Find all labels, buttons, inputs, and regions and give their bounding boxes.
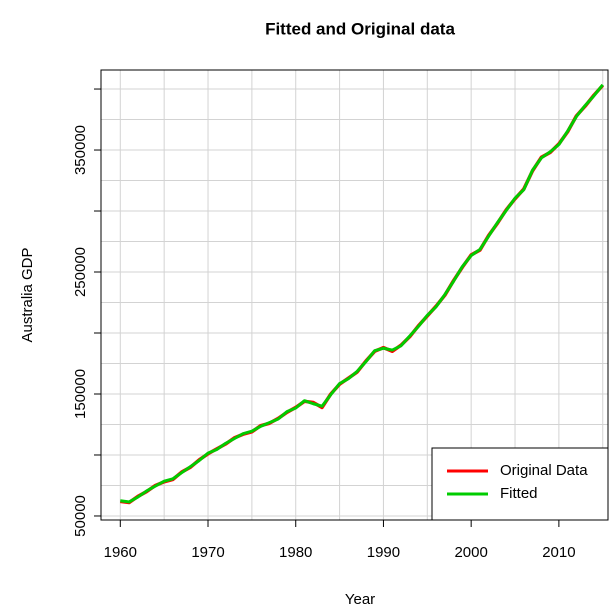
y-tick-label: 350000: [72, 125, 89, 175]
x-tick-label: 2000: [454, 544, 487, 561]
x-tick-label: 2010: [542, 544, 575, 561]
x-tick-label: 1960: [104, 544, 137, 561]
x-axis-label: Year: [345, 591, 375, 608]
x-tick-label: 1970: [191, 544, 224, 561]
y-tick-label: 250000: [72, 247, 89, 297]
x-tick-label: 1990: [367, 544, 400, 561]
y-tick-label: 50000: [72, 495, 89, 537]
legend-box: [431, 447, 609, 521]
legend-label: Original Data: [500, 462, 588, 479]
x-tick-label: 1980: [279, 544, 312, 561]
y-tick-label: 150000: [72, 369, 89, 419]
data-line: [120, 83, 604, 504]
y-axis-label: Australia GDP: [19, 247, 36, 342]
data-line: [120, 84, 605, 505]
plot-frame: [100, 69, 609, 521]
legend-label: Fitted: [500, 485, 538, 502]
chart-title: Fitted and Original data: [265, 19, 455, 38]
